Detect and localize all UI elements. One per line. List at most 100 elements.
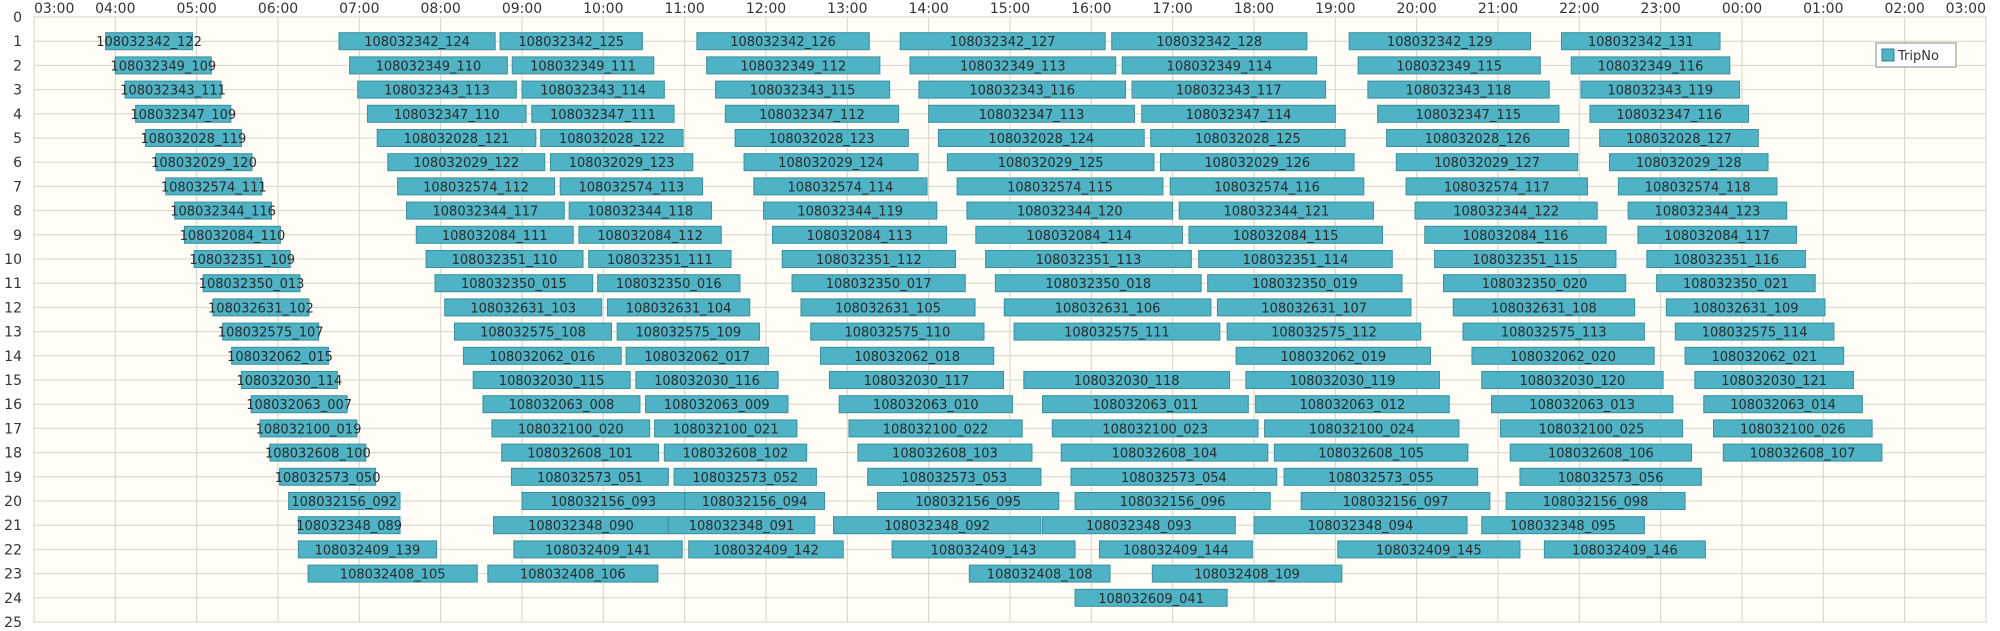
trip-bar[interactable]	[975, 225, 1183, 244]
trip-bar[interactable]	[606, 298, 751, 317]
trip-bar[interactable]	[1348, 32, 1532, 51]
trip-bar[interactable]	[1264, 419, 1460, 438]
trip-bar[interactable]	[453, 322, 612, 341]
trip-bar[interactable]	[1188, 225, 1384, 244]
trip-bar[interactable]	[1617, 177, 1778, 196]
trip-bar[interactable]	[891, 540, 1076, 559]
trip-bar[interactable]	[174, 201, 272, 220]
trip-bar[interactable]	[1424, 225, 1607, 244]
trip-bar[interactable]	[1051, 419, 1259, 438]
trip-bar[interactable]	[937, 129, 1145, 147]
trip-bar[interactable]	[124, 80, 222, 99]
trip-bar[interactable]	[183, 225, 281, 244]
trip-bar[interactable]	[743, 153, 919, 172]
trip-bar[interactable]	[724, 104, 900, 123]
trip-bar[interactable]	[165, 177, 263, 196]
trip-bar[interactable]	[1589, 104, 1750, 123]
trip-bar[interactable]	[250, 395, 348, 414]
trip-bar[interactable]	[763, 201, 938, 220]
trip-bar[interactable]	[966, 201, 1174, 220]
trip-bar[interactable]	[1337, 540, 1521, 559]
trip-bar[interactable]	[482, 395, 641, 414]
trip-bar[interactable]	[202, 274, 301, 293]
trip-bar[interactable]	[654, 419, 798, 438]
trip-bar[interactable]	[876, 492, 1060, 510]
trip-bar[interactable]	[1608, 153, 1769, 172]
trip-bar[interactable]	[819, 346, 995, 365]
trip-bar[interactable]	[1074, 588, 1228, 607]
trip-bar[interactable]	[1151, 564, 1343, 583]
trip-bar[interactable]	[696, 32, 870, 51]
trip-bar[interactable]	[833, 516, 1042, 535]
trip-bar[interactable]	[357, 80, 517, 99]
trip-bar[interactable]	[1646, 250, 1806, 268]
trip-bar[interactable]	[1471, 346, 1655, 365]
trip-bar[interactable]	[1684, 346, 1845, 365]
trip-bar[interactable]	[501, 443, 660, 462]
trip-bar[interactable]	[499, 32, 643, 51]
trip-bar[interactable]	[1580, 80, 1741, 99]
trip-bar[interactable]	[415, 225, 574, 244]
trip-bar[interactable]	[1042, 395, 1249, 414]
trip-bar[interactable]	[909, 56, 1117, 75]
trip-bar[interactable]	[1111, 32, 1308, 51]
trip-bar[interactable]	[1235, 346, 1431, 365]
trip-bar[interactable]	[114, 56, 212, 75]
trip-bar[interactable]	[1253, 516, 1468, 535]
trip-bar[interactable]	[434, 274, 594, 293]
trip-bar[interactable]	[715, 80, 891, 99]
trip-bar[interactable]	[1074, 492, 1271, 510]
trip-bar[interactable]	[1386, 129, 1570, 147]
trip-bar[interactable]	[472, 371, 631, 389]
trip-bar[interactable]	[1273, 443, 1469, 462]
trip-bar[interactable]	[1216, 298, 1412, 317]
trip-bar[interactable]	[1013, 322, 1221, 341]
trip-bar[interactable]	[376, 129, 537, 147]
trip-bar[interactable]	[155, 153, 253, 172]
trip-bar[interactable]	[212, 298, 310, 317]
trip-bar[interactable]	[1042, 516, 1236, 535]
trip-bar[interactable]	[105, 32, 194, 51]
trip-bar[interactable]	[135, 104, 232, 123]
trip-bar[interactable]	[928, 104, 1135, 123]
trip-bar[interactable]	[1560, 32, 1721, 51]
trip-bar[interactable]	[1198, 250, 1393, 268]
trip-bar[interactable]	[1357, 56, 1541, 75]
trip-bar[interactable]	[1178, 201, 1375, 220]
trip-bar[interactable]	[1405, 177, 1588, 196]
trip-bar[interactable]	[387, 153, 546, 172]
trip-bar[interactable]	[1570, 56, 1731, 75]
trip-bar[interactable]	[684, 492, 826, 510]
trip-bar[interactable]	[645, 395, 789, 414]
trip-bar[interactable]	[1300, 492, 1491, 510]
trip-bar[interactable]	[828, 371, 1004, 389]
trip-bar[interactable]	[491, 419, 651, 438]
trip-bar[interactable]	[1703, 395, 1863, 414]
trip-bar[interactable]	[1434, 250, 1617, 268]
trip-bar[interactable]	[1674, 322, 1835, 341]
trip-bar[interactable]	[349, 56, 508, 75]
trip-bar[interactable]	[1656, 274, 1816, 293]
trip-bar[interactable]	[406, 201, 565, 220]
trip-bar[interactable]	[549, 153, 694, 172]
trip-bar[interactable]	[462, 346, 622, 365]
trip-bar[interactable]	[968, 564, 1111, 583]
trip-bar[interactable]	[511, 56, 655, 75]
trip-bar[interactable]	[297, 516, 401, 535]
trip-bar[interactable]	[772, 225, 948, 244]
trip-bar[interactable]	[791, 274, 966, 293]
trip-bar[interactable]	[956, 177, 1164, 196]
trip-bar[interactable]	[635, 371, 779, 389]
trip-bar[interactable]	[1060, 443, 1269, 462]
trip-bar[interactable]	[985, 250, 1192, 268]
trip-bar[interactable]	[510, 467, 669, 486]
trip-bar[interactable]	[616, 322, 760, 341]
trip-bar[interactable]	[800, 298, 976, 317]
trip-bar[interactable]	[1150, 129, 1346, 147]
trip-bar[interactable]	[1395, 153, 1579, 172]
trip-bar[interactable]	[1499, 419, 1684, 438]
trip-bar[interactable]	[1121, 56, 1318, 75]
trip-bar[interactable]	[1377, 104, 1560, 123]
trip-bar[interactable]	[193, 250, 291, 268]
trip-bar[interactable]	[1207, 274, 1403, 293]
